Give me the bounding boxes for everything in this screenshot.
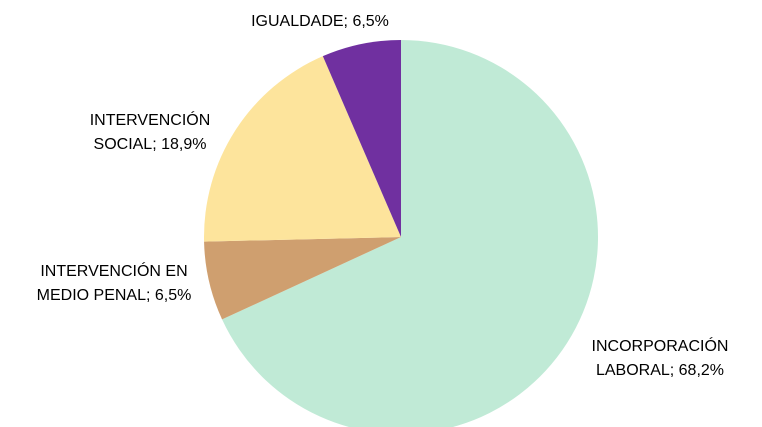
slice-label-line: LABORAL; 68,2% (596, 362, 724, 379)
slice-label-line: SOCIAL; 18,9% (94, 136, 207, 153)
pie-slice (204, 237, 401, 320)
slice-label-line: MEDIO PENAL; 6,5% (37, 287, 192, 304)
slice-label-line: IGUALDADE; 6,5% (251, 13, 389, 30)
slice-label: INTERVENCIÓN EN MEDIO PENAL; 6,5% (37, 261, 192, 304)
slice-label-line: INTERVENCIÓN (90, 110, 211, 129)
slice-label: INCORPORACIÓN LABORAL; 68,2% (592, 336, 729, 379)
pie-slice (203, 56, 401, 242)
pie-slice (222, 40, 598, 427)
pie-slice (322, 40, 401, 237)
slice-label-line: INCORPORACIÓN (592, 336, 729, 355)
slice-label: INTERVENCIÓN SOCIAL; 18,9% (90, 110, 211, 153)
slice-label-line: INTERVENCIÓN EN (40, 261, 187, 280)
slice-label: IGUALDADE; 6,5% (251, 13, 389, 30)
